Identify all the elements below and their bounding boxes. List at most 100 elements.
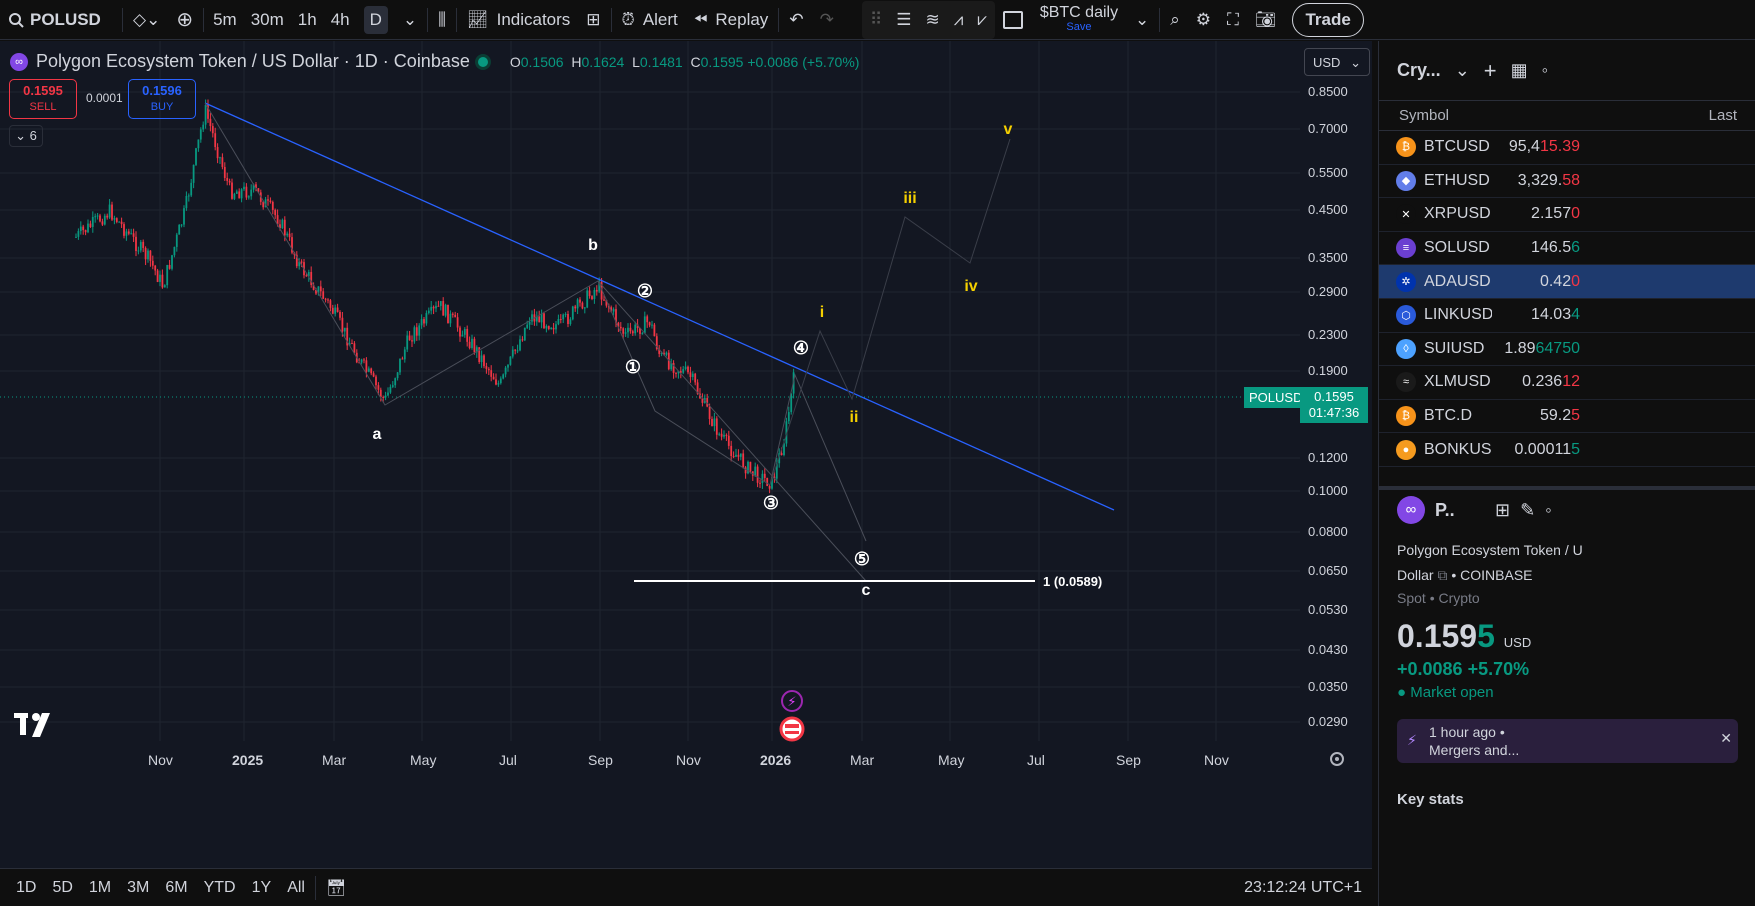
candle-body [735, 454, 737, 457]
external-link-icon[interactable]: ⧉ [1437, 567, 1448, 583]
wave-label-c[interactable]: c [862, 582, 871, 599]
candle-body [785, 421, 788, 444]
watchlist-row[interactable]: ◊ SUIUSD 1.8964750 [1379, 333, 1755, 367]
details-change: +0.0086 +5.70% [1397, 659, 1530, 679]
sell-button[interactable]: 0.1595 SELL [9, 79, 77, 119]
wave-label-iv[interactable]: iv [964, 278, 977, 295]
wave-label-b[interactable]: b [588, 237, 598, 254]
add-icon[interactable]: + [1483, 57, 1497, 83]
timeframe-d[interactable]: D [357, 0, 395, 39]
fib-level-label[interactable]: 1 (0.0589) [1043, 574, 1102, 589]
more-icon[interactable]: ◦ [1545, 499, 1552, 520]
range-5d[interactable]: 5D [52, 878, 73, 896]
indicators-collapse-button[interactable]: ⌄ 6 [9, 125, 43, 147]
fullscreen-button[interactable]: ⛶ [1219, 0, 1247, 39]
wave-label-5[interactable]: ⑤ [854, 549, 870, 569]
indicators-button[interactable]: 📈︎ Indicators [459, 0, 578, 39]
settings-button[interactable]: ⚙︎ [1188, 0, 1219, 39]
watchlist-title[interactable]: Cry... [1397, 60, 1441, 80]
layout-dropdown[interactable]: ⌄ [1127, 0, 1157, 39]
chart-pane[interactable]: a b c ① ② ③ ④ ⑤ i ii iii iv v 1 (0.0589)… [0, 41, 1372, 868]
layout-box-icon[interactable] [995, 0, 1031, 39]
range-1m[interactable]: 1M [88, 878, 112, 896]
timeframe-5m[interactable]: 5m [213, 9, 237, 29]
close-icon[interactable]: ✕ [1720, 730, 1732, 746]
buy-button[interactable]: 0.1596 BUY [128, 79, 196, 119]
date-range-icon[interactable]: 📅︎ [325, 879, 347, 897]
watchlist-row[interactable]: ≡ SOLUSD 146.56 [1379, 232, 1755, 266]
replay-button[interactable]: ⏪︎ Replay [686, 0, 777, 39]
edit-icon[interactable]: ✎ [1520, 499, 1536, 520]
range-3m[interactable]: 3M [127, 878, 150, 896]
col-symbol[interactable]: Symbol [1399, 107, 1450, 124]
grid-icon[interactable]: ⊞ [1495, 499, 1511, 520]
timeframe-dropdown[interactable]: ⌄ [395, 0, 425, 39]
snapshot-button[interactable]: 📷︎ [1247, 0, 1285, 39]
add-symbol-button[interactable]: ⊕ [168, 0, 201, 39]
panel-collapse-handle[interactable] [1372, 41, 1378, 906]
fib-channel-icon[interactable]: ≋ [925, 9, 940, 29]
impulse-wave-path [597, 280, 867, 542]
chart-legend[interactable]: ∞ Polygon Ecosystem Token / US Dollar · … [10, 51, 859, 72]
more-icon[interactable]: ◦ [1541, 60, 1549, 80]
top-toolbar: POLUSD ◇⌄ ⊕ 5m 30m 1h 4h D ⌄ ⫼ 📈︎ Indicat… [0, 0, 1755, 40]
range-1d[interactable]: 1D [16, 878, 37, 896]
elliott-impulse-icon[interactable]: ⩘ [953, 9, 964, 29]
elliott-correction-icon[interactable]: ⩗ [977, 9, 987, 29]
alert-button[interactable]: ⏰︎ Alert [614, 0, 686, 39]
candle-body [425, 313, 428, 324]
fib-retracement-icon[interactable]: ☰ [896, 9, 912, 29]
layout-name[interactable]: $BTC daily Save [1031, 0, 1127, 39]
candle-body [389, 386, 392, 393]
candle-body [456, 317, 459, 328]
wave-label-i[interactable]: i [820, 304, 824, 321]
chart-type-button[interactable]: ⫼ [430, 0, 454, 39]
candle-body [315, 289, 317, 294]
details-exchange[interactable]: • COINBASE [1451, 567, 1533, 583]
candle-body [339, 311, 341, 318]
wave-label-1[interactable]: ① [625, 357, 641, 377]
wave-label-4[interactable]: ④ [793, 338, 809, 358]
timeframe-1h[interactable]: 1h [297, 9, 317, 29]
price-chart[interactable]: a b c ① ② ③ ④ ⑤ i ii iii iv v 1 (0.0589)… [0, 41, 1372, 868]
range-ytd[interactable]: YTD [203, 878, 236, 896]
table-view-icon[interactable]: ▦ [1510, 60, 1528, 80]
candle-body [231, 182, 233, 199]
symbol-search[interactable]: POLUSD [0, 0, 120, 39]
clock[interactable]: 23:12:24 UTC+1 [1244, 878, 1362, 896]
news-time: 1 hour ago • [1429, 724, 1505, 740]
timeframe-30m[interactable]: 30m [250, 9, 284, 29]
quick-search-button[interactable]: ⌕ [1162, 0, 1188, 39]
wave-label-3[interactable]: ③ [763, 493, 779, 513]
wave-label-v[interactable]: v [1004, 121, 1013, 138]
candle-body [235, 191, 238, 194]
chevron-down-icon[interactable]: ⌄ [1454, 60, 1470, 80]
candle-body [619, 326, 622, 329]
wave-label-2[interactable]: ② [637, 281, 653, 301]
watchlist-row[interactable]: ✲ ADAUSD 0.420 [1379, 265, 1755, 299]
watchlist-row[interactable]: ● BONKUS 0.000115 [1379, 433, 1755, 467]
watchlist-row[interactable]: ≈ XLMUSD 0.23612 [1379, 366, 1755, 400]
watchlist-row[interactable]: ₿ BTC.D 59.25 [1379, 400, 1755, 434]
currency-select[interactable]: USD ⌄ [1304, 48, 1370, 76]
undo-button[interactable]: ↶ [781, 0, 811, 39]
range-6m[interactable]: 6M [165, 878, 188, 896]
trade-button[interactable]: Trade [1292, 2, 1364, 37]
col-last[interactable]: Last [1708, 107, 1737, 124]
watchlist-row[interactable]: ✕ XRPUSD 2.1570 [1379, 198, 1755, 232]
templates-button[interactable]: ⊞ [578, 0, 608, 39]
redo-button[interactable]: ↷ [812, 0, 842, 39]
candle-body [711, 418, 713, 427]
watchlist-row[interactable]: ₿ BTCUSD 95,415.39 [1379, 131, 1755, 165]
drag-handle-icon[interactable]: ⠿ [869, 9, 883, 29]
wave-label-ii[interactable]: ii [850, 409, 859, 426]
range-all[interactable]: All [287, 878, 305, 896]
range-1y[interactable]: 1Y [251, 878, 272, 896]
wave-label-a[interactable]: a [373, 426, 382, 443]
watchlist-row[interactable]: ⬡ LINKUSD 14.034 [1379, 299, 1755, 333]
wave-label-iii[interactable]: iii [903, 190, 916, 207]
timeframe-4h[interactable]: 4h [330, 9, 350, 29]
compare-button[interactable]: ◇⌄ [125, 0, 168, 39]
news-item[interactable]: ⚡︎ 1 hour ago • Mergers and... ✕ [1397, 719, 1738, 763]
watchlist-row[interactable]: ◆ ETHUSD 3,329.58 [1379, 165, 1755, 199]
